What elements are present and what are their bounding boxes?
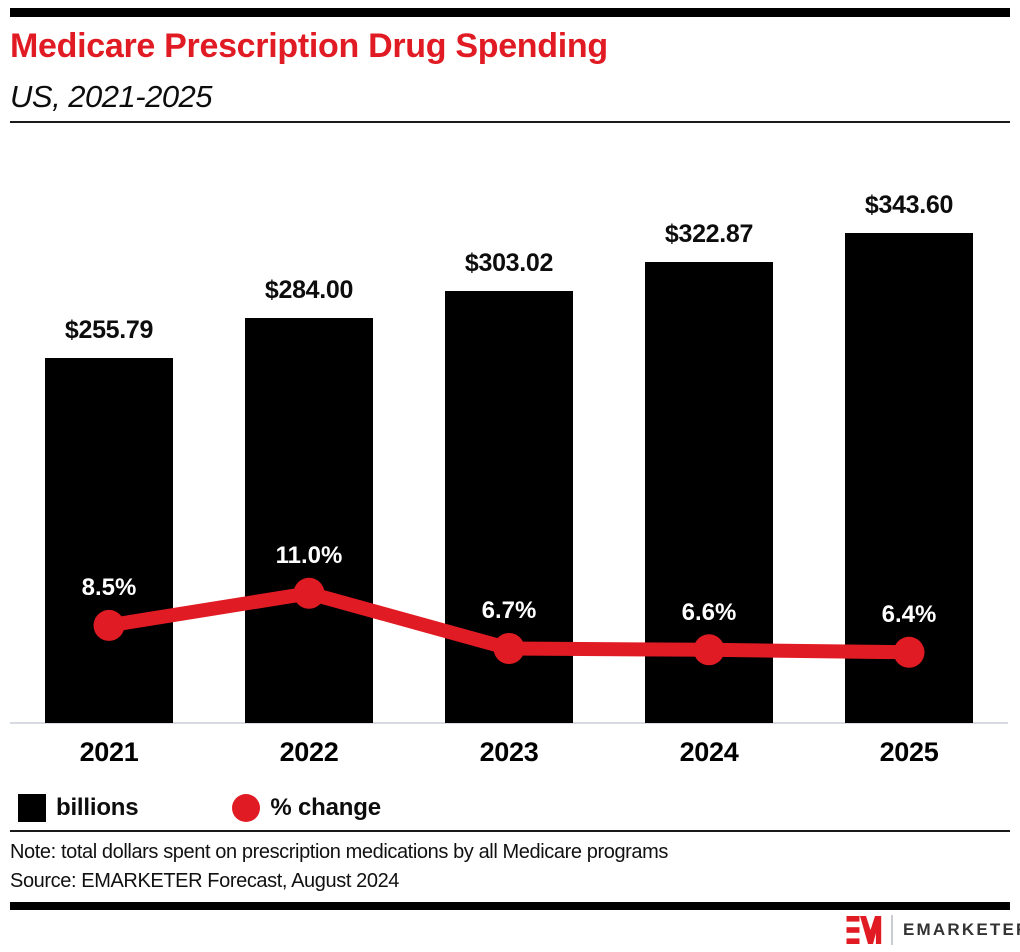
page-subtitle: US, 2021-2025 — [10, 79, 213, 114]
bar-2021 — [45, 358, 173, 723]
percent-label-2024: 6.6% — [681, 598, 737, 626]
legend-label-billions: billions — [56, 794, 139, 821]
bar-value-label-2021: $255.79 — [64, 316, 154, 345]
x-axis-line — [10, 722, 1008, 724]
footer-divider — [10, 830, 1010, 832]
bar-2022 — [245, 317, 373, 723]
bar-2025 — [845, 232, 973, 723]
page-title: Medicare Prescription Drug Spending — [10, 27, 608, 65]
brand-wordmark: EMARKETER — [903, 920, 1020, 939]
header-divider — [10, 121, 1010, 123]
x-axis-label-2024: 2024 — [679, 737, 739, 767]
bar-value-label-2022: $284.00 — [264, 275, 354, 304]
bar-value-label-2023: $303.02 — [464, 248, 554, 277]
bar-value-label-2025: $343.60 — [864, 190, 954, 219]
legend-swatch-billions — [18, 794, 46, 822]
x-axis-label-2025: 2025 — [879, 737, 939, 767]
x-axis-label-2022: 2022 — [279, 737, 339, 767]
percent-label-2021: 8.5% — [81, 574, 137, 602]
emarketer-logo: EMARKETER — [846, 914, 1020, 946]
legend-swatch-percent-change — [232, 794, 261, 822]
x-axis-label-2021: 2021 — [79, 737, 139, 767]
note-text: Note: total dollars spent on prescriptio… — [10, 841, 669, 863]
percent-label-2025: 6.4% — [881, 601, 937, 629]
legend-label-percent-change: % change — [270, 794, 381, 821]
percent-label-2023: 6.7% — [481, 597, 537, 625]
x-axis-label-2023: 2023 — [479, 737, 539, 767]
bar-2023 — [445, 290, 573, 723]
bar-2024 — [645, 262, 773, 723]
top-accent-bar — [10, 8, 1010, 17]
source-text: Source: EMARKETER Forecast, August 2024 — [10, 870, 400, 892]
percent-label-2022: 11.0% — [275, 542, 343, 570]
chart-legend: billions % change — [18, 793, 381, 823]
logo-divider — [891, 915, 893, 945]
emarketer-monogram-icon — [846, 916, 882, 944]
bar-value-label-2024: $322.87 — [664, 220, 754, 249]
footer-accent-bar — [10, 902, 1010, 910]
